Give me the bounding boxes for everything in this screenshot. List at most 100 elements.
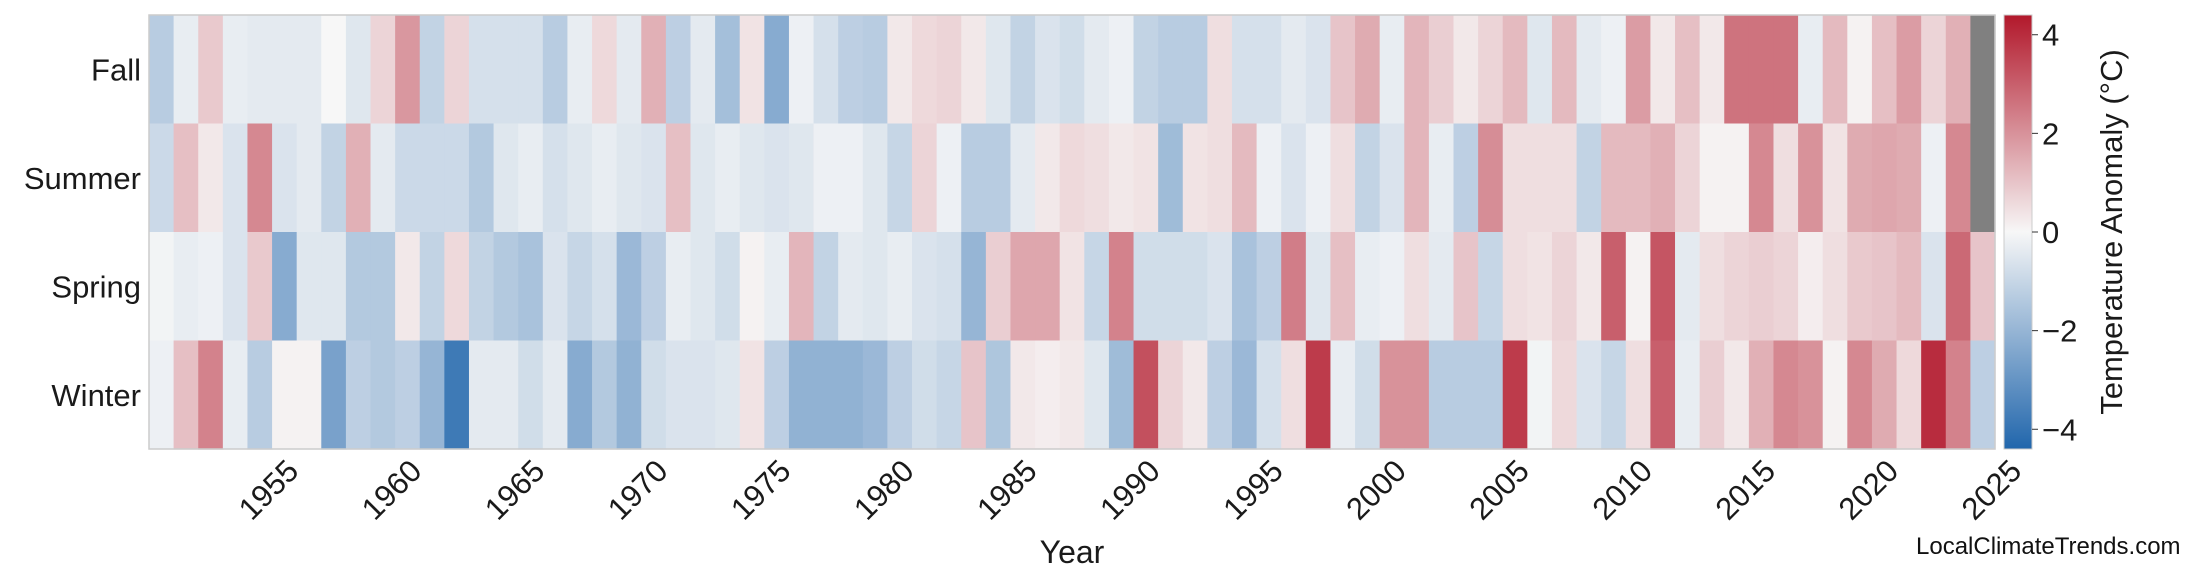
heatmap-cell-spring-1953 [198, 232, 224, 342]
heatmap-cell-winter-1955 [247, 340, 273, 450]
heatmap-cell-summer-1955 [247, 123, 273, 233]
heatmap-cell-spring-1957 [296, 232, 322, 342]
heatmap-cell-summer-1952 [173, 123, 199, 233]
heatmap-cell-winter-1999 [1330, 340, 1356, 450]
heatmap-cell-spring-1978 [813, 232, 839, 342]
heatmap-cell-fall-2006 [1502, 15, 1528, 125]
heatmap-cell-summer-1970 [616, 123, 642, 233]
heatmap-cell-spring-1964 [468, 232, 495, 342]
heatmap-cell-fall-1975 [739, 15, 765, 125]
heatmap-cell-fall-2012 [1650, 15, 1676, 125]
heatmap-cell-fall-2005 [1478, 15, 1504, 125]
heatmap-cell-fall-1962 [419, 15, 445, 125]
heatmap-cell-fall-2023 [1921, 15, 1947, 125]
heatmap-cell-fall-1968 [567, 15, 593, 125]
heatmap-cell-winter-1964 [468, 340, 495, 450]
heatmap-cells [149, 15, 1996, 450]
heatmap-cell-summer-1991 [1133, 123, 1159, 233]
heatmap-cell-fall-1988 [1059, 15, 1085, 125]
heatmap-cell-fall-2019 [1822, 15, 1848, 125]
heatmap-cell-spring-2005 [1478, 232, 1504, 342]
heatmap-cell-winter-2022 [1896, 340, 1922, 450]
heatmap-cell-fall-1979 [838, 15, 864, 125]
x-tick-1980: 1980 [847, 453, 921, 527]
heatmap-cell-winter-1974 [715, 340, 741, 450]
heatmap-cell-spring-2024 [1945, 232, 1971, 342]
heatmap-cell-spring-1973 [690, 232, 716, 342]
heatmap-cell-winter-2014 [1699, 340, 1725, 450]
heatmap-cell-summer-2021 [1871, 123, 1898, 233]
x-tick-2010: 2010 [1586, 453, 1660, 527]
heatmap-cell-fall-1961 [395, 15, 421, 125]
plot-frame [148, 14, 1996, 450]
x-tick-2015: 2015 [1709, 453, 1783, 527]
heatmap-cell-fall-2007 [1527, 15, 1553, 125]
heatmap-cell-fall-1997 [1281, 15, 1307, 125]
heatmap-cell-winter-1966 [518, 340, 544, 450]
heatmap-cell-spring-2008 [1551, 232, 1578, 342]
heatmap-cell-fall-1970 [616, 15, 642, 125]
heatmap-cell-winter-1971 [641, 340, 667, 450]
heatmap-cell-winter-1983 [936, 340, 962, 450]
heatmap-cell-winter-1951 [149, 340, 175, 450]
heatmap-cell-summer-1964 [468, 123, 495, 233]
heatmap-cell-summer-1984 [961, 123, 987, 233]
heatmap-cell-summer-1979 [838, 123, 864, 233]
heatmap-cell-spring-2011 [1625, 232, 1652, 342]
heatmap-cell-winter-1979 [838, 340, 864, 450]
heatmap-cell-summer-1957 [296, 123, 322, 233]
x-tick-1955: 1955 [232, 453, 306, 527]
heatmap-cell-summer-2015 [1724, 123, 1750, 233]
heatmap-cell-spring-1962 [419, 232, 445, 342]
heatmap-cell-fall-1974 [715, 15, 741, 125]
heatmap-cell-winter-1960 [370, 340, 396, 450]
heatmap-cell-summer-2009 [1576, 123, 1602, 233]
heatmap-cell-spring-1990 [1108, 232, 1135, 342]
x-tick-2000: 2000 [1339, 453, 1413, 527]
heatmap-cell-summer-1976 [764, 123, 790, 233]
heatmap-cell-winter-1967 [542, 340, 569, 450]
heatmap-cell-spring-1959 [345, 232, 372, 342]
heatmap-cell-summer-2020 [1847, 123, 1873, 233]
heatmap-cell-summer-1995 [1231, 123, 1258, 233]
heatmap-cell-fall-2021 [1871, 15, 1898, 125]
heatmap-cell-fall-2025 [1970, 15, 1996, 125]
heatmap-cell-spring-1996 [1256, 232, 1282, 342]
heatmap-cell-spring-1969 [592, 232, 618, 342]
colorbar [2003, 14, 2033, 450]
heatmap-cell-fall-2022 [1896, 15, 1922, 125]
heatmap-cell-fall-1989 [1084, 15, 1110, 125]
colorbar-ticks: 4 2 0 −2 −4 [2032, 18, 2077, 447]
heatmap-cell-summer-1975 [739, 123, 765, 233]
heatmap-cell-spring-1993 [1182, 232, 1208, 342]
heatmap-cell-fall-2001 [1379, 15, 1405, 125]
heatmap-cell-summer-1985 [985, 123, 1012, 233]
heatmap-cell-spring-1971 [641, 232, 667, 342]
heatmap-cell-winter-1959 [345, 340, 372, 450]
heatmap-cell-summer-1987 [1035, 123, 1061, 233]
heatmap-cell-fall-2013 [1675, 15, 1701, 125]
heatmap-cell-fall-1955 [247, 15, 273, 125]
row-label-spring: Spring [51, 269, 141, 304]
heatmap-cell-spring-1982 [912, 232, 938, 342]
heatmap-cell-spring-1977 [788, 232, 815, 342]
heatmap-cell-winter-1993 [1182, 340, 1208, 450]
heatmap-cell-winter-1988 [1059, 340, 1085, 450]
heatmap-cell-fall-1985 [985, 15, 1012, 125]
heatmap-cell-summer-1988 [1059, 123, 1085, 233]
x-axis-label: Year [1040, 534, 1105, 570]
heatmap-cell-winter-1978 [813, 340, 839, 450]
heatmap-cell-spring-2022 [1896, 232, 1922, 342]
heatmap-cell-fall-2018 [1798, 15, 1824, 125]
x-tick-1965: 1965 [478, 453, 552, 527]
heatmap-cell-summer-2002 [1404, 123, 1430, 233]
heatmap-cell-summer-2000 [1355, 123, 1381, 233]
heatmap-cell-winter-2024 [1945, 340, 1971, 450]
heatmap-cell-fall-1958 [321, 15, 347, 125]
heatmap-cell-spring-2017 [1773, 232, 1799, 342]
heatmap-cell-fall-1996 [1256, 15, 1282, 125]
heatmap-cell-fall-1995 [1231, 15, 1258, 125]
heatmap-cell-fall-1971 [641, 15, 667, 125]
heatmap-cell-spring-1952 [173, 232, 199, 342]
